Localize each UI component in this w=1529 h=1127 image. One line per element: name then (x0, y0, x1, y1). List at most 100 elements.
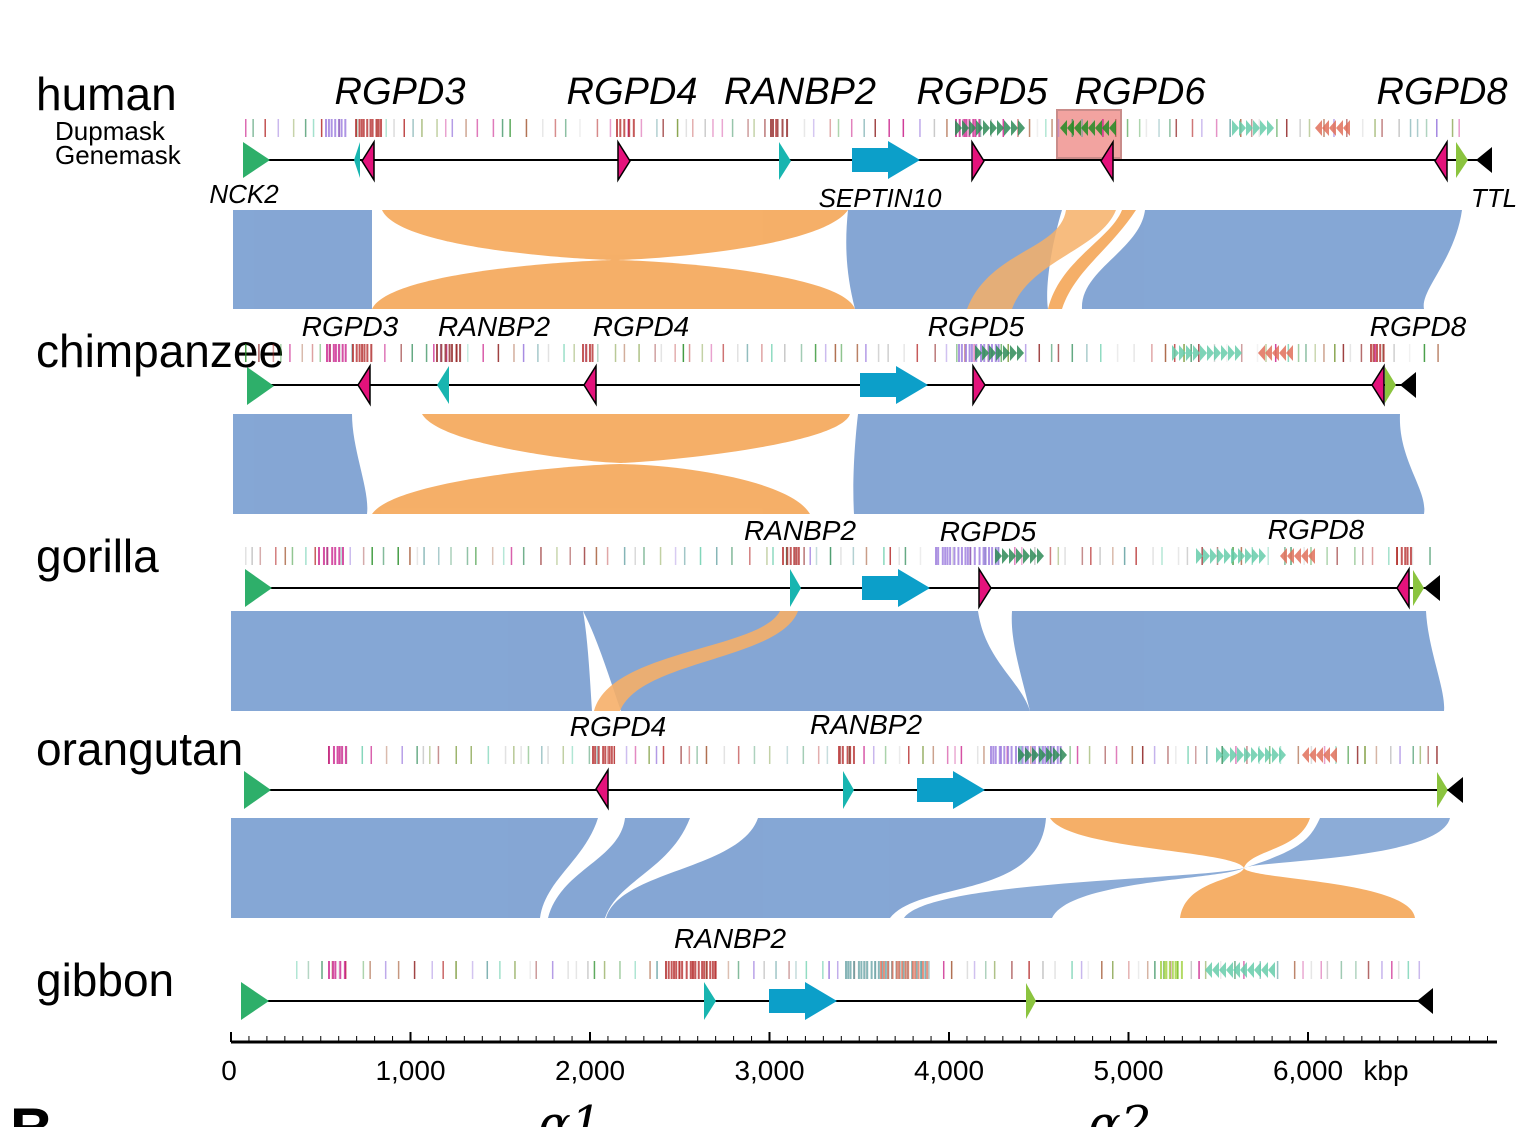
genes-orangutan (244, 767, 1463, 811)
dupmask-tick (1302, 961, 1304, 979)
dupmask-chevron (1261, 962, 1268, 978)
dupmask-tick (865, 344, 867, 362)
dupmask-tick (340, 119, 343, 137)
dupmask-tick (1051, 119, 1053, 137)
dupmask-chevron (1200, 345, 1207, 361)
dupmask-tick (431, 961, 433, 979)
dupmask-tick (585, 344, 588, 362)
dupmask-tick (1187, 746, 1189, 764)
dupmask-tick (772, 119, 775, 137)
dupmask-tick (1175, 746, 1177, 764)
inversion-ribbon (422, 414, 850, 463)
dupmask-tick (610, 746, 613, 764)
dupmask-tick (336, 746, 339, 764)
dupmask-tick (1057, 344, 1060, 362)
dupmask-tick (551, 961, 554, 979)
dupmask-tick (1419, 746, 1422, 764)
dupmask-tick (881, 961, 884, 979)
dupmask-tick (1299, 119, 1301, 137)
dupmask-tick (573, 344, 575, 362)
dupmask-tick (712, 119, 714, 137)
dupmask-tick (674, 547, 677, 565)
dupmask-tick (722, 344, 725, 362)
dupmask-tick (648, 746, 650, 764)
dupmask-tick (362, 119, 365, 137)
dupmask-tick (311, 344, 314, 362)
dupmask-tick (640, 119, 643, 137)
dupmask-tick (866, 961, 869, 979)
dupmask-tick (362, 961, 365, 979)
dupmask-chevron (1265, 345, 1272, 361)
dupmask-tick (942, 961, 945, 979)
dupmask-tick (852, 746, 855, 764)
dupmask-tick (1451, 119, 1454, 137)
dupmask-tick (1400, 547, 1403, 565)
synteny-ribbons-1 (233, 210, 1462, 309)
dupmask-tick (384, 961, 387, 979)
dupmask-tick (958, 344, 960, 362)
dupmask-tick (258, 344, 260, 362)
dupmask-tick (982, 547, 985, 565)
dupmask-tick (445, 344, 448, 362)
dupmask-tick (520, 746, 522, 764)
dupmask-tick (1195, 746, 1197, 764)
dupmask-tick (275, 547, 277, 565)
dupmask-chevron (1294, 548, 1301, 564)
gene-labels-chimpanzee: RGPD3 RANBP2 RGPD4 RGPD5 RGPD8 (302, 311, 1467, 342)
dupmask-chevron (1279, 345, 1286, 361)
dupmask-tick (1354, 547, 1356, 565)
dupmask-tick (1177, 547, 1180, 565)
dupmask-tick (1276, 119, 1278, 137)
dupmask-tick (466, 547, 469, 565)
dupmask-tick (789, 547, 792, 565)
axis-tick-label: 3,000 (734, 1055, 804, 1086)
dupmask-tick (436, 119, 438, 137)
dupmask-tick (970, 344, 973, 362)
dupmask-tick (623, 344, 626, 362)
dupmask-tick (616, 119, 618, 137)
dupmask-tick (941, 547, 944, 565)
dupmask-tick (613, 746, 616, 764)
dupmask-tick (1393, 344, 1395, 362)
dupmask-tick (569, 547, 571, 565)
dupmask-chevron (995, 548, 1002, 564)
dupmask-tick (960, 547, 963, 565)
dupmask-tick (674, 344, 676, 362)
dupmask-chevron (1046, 747, 1053, 763)
dupmask-tick (440, 344, 443, 362)
dupmask-tick (840, 344, 843, 362)
dupmask-tick (682, 344, 685, 362)
dupmask-tick (341, 547, 344, 565)
dupmask-tick (371, 547, 373, 565)
gene-label-rgpd4: RGPD4 (567, 71, 698, 113)
septin10-arrow-icon (769, 982, 837, 1020)
gene-label-rgpd3: RGPD3 (302, 311, 399, 342)
dupmask-tick (863, 746, 865, 764)
dupmask-chevron (1205, 962, 1212, 978)
dupmask-tick (277, 119, 280, 137)
dupmask-tick (1176, 961, 1179, 979)
dupmask-tick (1088, 746, 1091, 764)
rgpd4-arrow-icon (595, 767, 609, 811)
dupmask-chevron (1039, 747, 1046, 763)
dupmask-tick (634, 746, 637, 764)
dupmask-tick (1370, 344, 1372, 362)
nck2-arrow-icon (247, 367, 274, 405)
dupmask-tick (1141, 746, 1144, 764)
dupmask-tick (1057, 119, 1060, 137)
dupmask-tick (1126, 119, 1129, 137)
dupmask-tick (1038, 344, 1041, 362)
species-label-gorilla: gorilla (36, 530, 159, 582)
dupmask-tick (1396, 547, 1398, 565)
dupmask-tick (1011, 961, 1013, 979)
dupmask-tick (567, 961, 569, 979)
dupmask-tick (956, 344, 958, 362)
dupmask-tick (1190, 961, 1193, 979)
dupmask-tick (926, 961, 929, 979)
dupmask-chevron (1011, 120, 1018, 136)
dupmask-tick (1133, 344, 1135, 362)
dupmask-tick (1364, 746, 1366, 764)
dupmask-tick (252, 119, 254, 137)
kbp-axis: 0 1,000 2,000 3,000 4,000 5,000 6,000 kbp (221, 1032, 1497, 1086)
dupmask-tick (1407, 961, 1410, 979)
